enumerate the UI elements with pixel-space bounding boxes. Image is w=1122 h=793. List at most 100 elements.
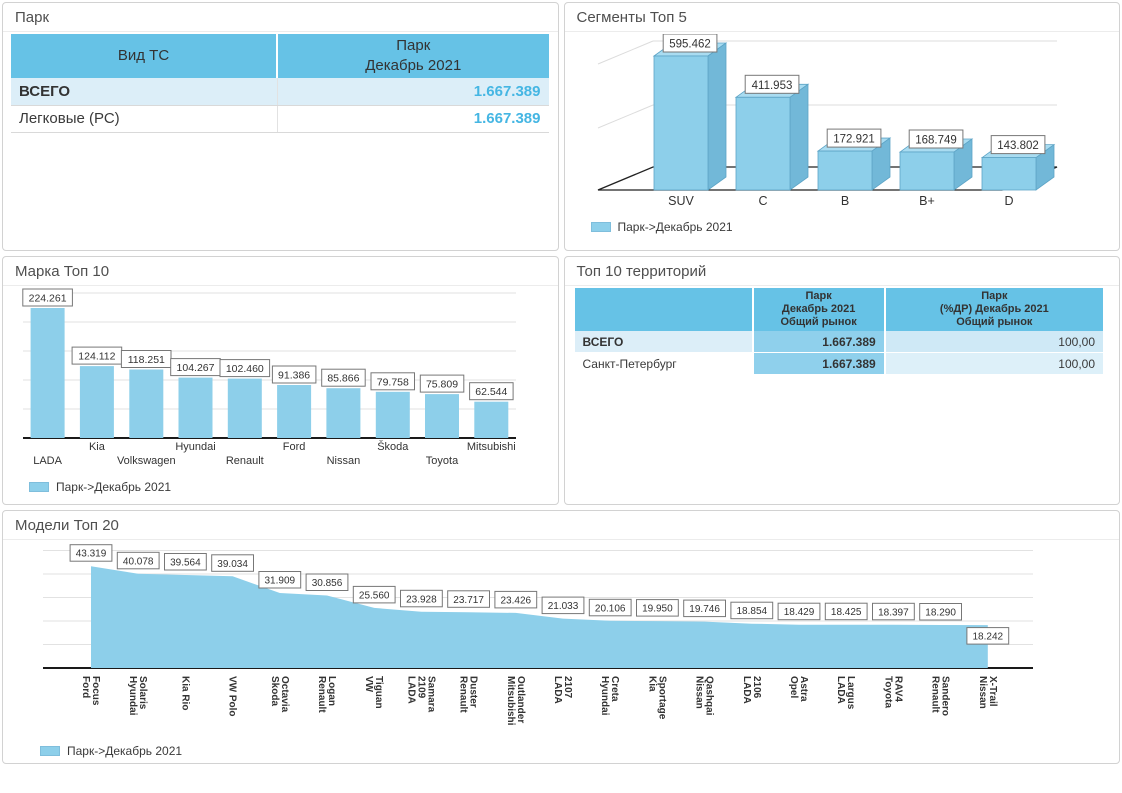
svg-text:19.950: 19.950 bbox=[642, 604, 673, 615]
territory-label[interactable]: ВСЕГО bbox=[574, 331, 752, 353]
territory-share-value[interactable]: 100,00 bbox=[883, 331, 1103, 353]
svg-text:595.462: 595.462 bbox=[669, 39, 711, 51]
table-row: ВСЕГО 1.667.389 bbox=[11, 78, 549, 106]
svg-text:Nissan: Nissan bbox=[977, 676, 988, 709]
svg-text:31.909: 31.909 bbox=[265, 576, 296, 587]
svg-text:Solaris: Solaris bbox=[137, 676, 148, 710]
legend-swatch bbox=[40, 746, 60, 756]
territory-park-value[interactable]: 1.667.389 bbox=[751, 353, 884, 375]
legend-swatch bbox=[29, 482, 49, 492]
svg-text:B+: B+ bbox=[919, 194, 935, 208]
svg-text:Astra: Astra bbox=[798, 676, 809, 702]
territories-col-header-share[interactable]: Парк (%ДР) Декабрь 2021 Общий рынок bbox=[883, 288, 1103, 331]
svg-text:Sandero: Sandero bbox=[940, 676, 951, 716]
svg-text:Logan: Logan bbox=[326, 676, 337, 706]
brands-legend: Парк->Декабрь 2021 bbox=[29, 480, 558, 494]
svg-text:Toyota: Toyota bbox=[426, 455, 459, 467]
svg-text:85.866: 85.866 bbox=[327, 373, 359, 385]
territories-col-header-territory[interactable] bbox=[574, 288, 752, 331]
models-chart[interactable]: Ford Focus Hyundai Solaris Kia Rio VW Polo Sko… bbox=[3, 542, 1117, 738]
panel-models: Модели Топ 20 Ford Focus Hyundai Solaris Kia… bbox=[2, 510, 1120, 764]
svg-text:102.460: 102.460 bbox=[226, 363, 264, 375]
svg-text:B: B bbox=[840, 194, 848, 208]
svg-text:172.921: 172.921 bbox=[833, 134, 875, 146]
svg-text:C: C bbox=[758, 194, 767, 208]
svg-text:Focus: Focus bbox=[90, 676, 101, 706]
svg-text:39.564: 39.564 bbox=[170, 558, 201, 569]
svg-text:Renault: Renault bbox=[930, 676, 941, 713]
svg-text:Tiguan: Tiguan bbox=[373, 676, 384, 709]
park-row-label[interactable]: Легковые (РС) bbox=[11, 105, 278, 133]
park-col-header-vehicle-type[interactable]: Вид ТС bbox=[11, 34, 278, 78]
svg-text:2107: 2107 bbox=[562, 676, 573, 699]
svg-text:19.746: 19.746 bbox=[689, 604, 720, 615]
svg-text:Kia: Kia bbox=[646, 676, 657, 692]
svg-text:20.106: 20.106 bbox=[595, 603, 626, 614]
legend-label: Парк->Декабрь 2021 bbox=[617, 220, 733, 234]
panel-territories-title: Топ 10 территорий bbox=[564, 257, 1119, 286]
park-row-value[interactable]: 1.667.389 bbox=[276, 78, 549, 106]
svg-text:Octavia: Octavia bbox=[279, 676, 290, 713]
svg-text:Opel: Opel bbox=[788, 676, 799, 698]
svg-text:Renault: Renault bbox=[458, 676, 469, 713]
svg-text:D: D bbox=[1004, 194, 1013, 208]
park-col-header-value[interactable]: Парк Декабрь 2021 bbox=[276, 34, 549, 78]
brands-chart[interactable]: LADA 224.261 Kia 124.112 Volkswagen 118.251 Hy… bbox=[3, 288, 555, 474]
svg-text:VW: VW bbox=[363, 676, 374, 693]
territory-share-value[interactable]: 100,00 bbox=[883, 353, 1103, 375]
svg-text:79.758: 79.758 bbox=[377, 376, 409, 388]
svg-text:Mitsubishi: Mitsubishi bbox=[505, 676, 516, 726]
svg-text:Kia Rio: Kia Rio bbox=[179, 676, 190, 710]
panel-models-title: Модели Топ 20 bbox=[3, 511, 1119, 540]
segments-chart[interactable]: 595.462 SUV 411.953 C 172.921 B 168.749 B+ 143.8… bbox=[565, 34, 1117, 214]
svg-text:Ford: Ford bbox=[80, 676, 91, 698]
svg-text:91.386: 91.386 bbox=[278, 370, 310, 382]
panel-park: Парк Вид ТС Парк Декабрь 2021 ВСЕГО 1.66… bbox=[2, 2, 559, 251]
svg-text:18.429: 18.429 bbox=[784, 607, 815, 618]
segments-legend: Парк->Декабрь 2021 bbox=[590, 220, 1120, 234]
territories-col-header-park[interactable]: Парк Декабрь 2021 Общий рынок bbox=[751, 288, 884, 331]
panel-territories: Топ 10 территорий Парк Декабрь 2021 Общи… bbox=[563, 256, 1120, 505]
svg-text:124.112: 124.112 bbox=[78, 351, 115, 363]
territories-table: Парк Декабрь 2021 Общий рынок Парк (%ДР)… bbox=[574, 288, 1103, 375]
row-bottom: Модели Топ 20 Ford Focus Hyundai Solaris Kia… bbox=[2, 510, 1120, 764]
svg-text:411.953: 411.953 bbox=[751, 80, 792, 92]
svg-text:143.802: 143.802 bbox=[997, 140, 1039, 152]
territory-label[interactable]: Санкт-Петербург bbox=[574, 353, 752, 375]
svg-text:Mitsubishi: Mitsubishi bbox=[467, 441, 516, 453]
svg-text:Creta: Creta bbox=[609, 676, 620, 702]
svg-text:23.928: 23.928 bbox=[406, 594, 437, 605]
panel-segments: Сегменты Топ 5 595.462 SUV 411.953 C 172.921… bbox=[563, 2, 1120, 251]
svg-text:Outlander: Outlander bbox=[515, 676, 526, 723]
table-row: ВСЕГО 1.667.389 100,00 bbox=[574, 331, 1103, 353]
legend-swatch bbox=[590, 222, 611, 232]
legend-label: Парк->Декабрь 2021 bbox=[67, 744, 183, 758]
svg-text:Kia: Kia bbox=[89, 441, 106, 453]
svg-text:Volkswagen: Volkswagen bbox=[117, 455, 176, 467]
park-table: Вид ТС Парк Декабрь 2021 ВСЕГО 1.667.389… bbox=[11, 34, 549, 133]
svg-text:LADA: LADA bbox=[741, 676, 752, 704]
svg-text:Largus: Largus bbox=[845, 676, 856, 710]
park-row-label[interactable]: ВСЕГО bbox=[11, 78, 278, 106]
svg-text:25.560: 25.560 bbox=[359, 590, 390, 601]
svg-text:Sportage: Sportage bbox=[656, 676, 667, 720]
table-row: Легковые (РС) 1.667.389 bbox=[11, 105, 549, 133]
svg-text:LADA: LADA bbox=[552, 676, 563, 704]
territory-park-value[interactable]: 1.667.389 bbox=[751, 331, 884, 353]
svg-text:VW Polo: VW Polo bbox=[227, 676, 238, 717]
svg-text:18.397: 18.397 bbox=[878, 607, 909, 618]
svg-text:Renault: Renault bbox=[316, 676, 327, 713]
svg-text:Hyundai: Hyundai bbox=[127, 676, 138, 716]
svg-text:18.854: 18.854 bbox=[737, 606, 768, 617]
table-row: Санкт-Петербург 1.667.389 100,00 bbox=[574, 353, 1103, 375]
park-row-value[interactable]: 1.667.389 bbox=[276, 105, 549, 133]
svg-text:Qashqai: Qashqai bbox=[704, 676, 715, 716]
svg-text:75.809: 75.809 bbox=[426, 379, 458, 391]
svg-text:X-Trail: X-Trail bbox=[987, 676, 998, 707]
svg-text:Duster: Duster bbox=[468, 676, 479, 708]
svg-text:Hyundai: Hyundai bbox=[175, 441, 215, 453]
svg-text:LADA: LADA bbox=[405, 676, 416, 704]
svg-text:18.242: 18.242 bbox=[973, 632, 1004, 643]
svg-text:224.261: 224.261 bbox=[29, 293, 67, 305]
